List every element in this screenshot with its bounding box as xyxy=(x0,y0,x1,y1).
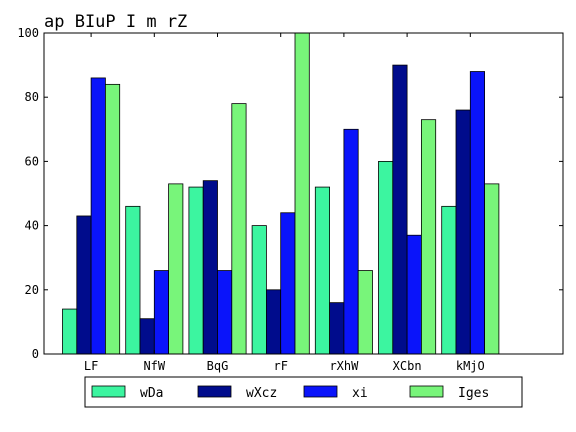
bar-wXcz-rF xyxy=(265,289,282,355)
bar-Iges-LF xyxy=(105,83,121,355)
legend-swatch-wDa xyxy=(91,385,126,398)
bar-Iges-NfW xyxy=(168,183,184,355)
y-tick-label: 0 xyxy=(32,347,39,361)
legend-label-wDa: wDa xyxy=(140,386,163,401)
x-tick-label: XCbn xyxy=(393,359,422,373)
bar-wDa-LF xyxy=(62,308,78,355)
y-tick-label: 60 xyxy=(25,154,39,168)
bar-wDa-BqG xyxy=(188,186,204,355)
y-tick-label: 40 xyxy=(25,219,39,233)
bar-xi-rXhW xyxy=(343,128,359,355)
bar-wXcz-rXhW xyxy=(329,302,345,355)
legend-label-xi: xi xyxy=(352,386,368,401)
y-tick-label: 100 xyxy=(17,26,39,40)
y-tick-label: 80 xyxy=(25,90,39,104)
bar-Iges-rF xyxy=(294,32,310,355)
bar-wXcz-XCbn xyxy=(392,64,408,355)
bar-wXcz-BqG xyxy=(202,180,218,355)
plot-frame xyxy=(43,32,564,355)
bar-Iges-BqG xyxy=(231,103,247,355)
legend-box xyxy=(84,376,523,408)
bars-layer xyxy=(62,32,500,355)
x-tick-label: rF xyxy=(273,359,287,373)
legend-swatch-xi xyxy=(303,385,338,398)
y-axis: 0 20 40 60 80 100 xyxy=(17,26,563,361)
bar-wDa-rXhW xyxy=(314,186,330,355)
bar-Iges-XCbn xyxy=(420,119,437,355)
x-tick-label: kMjO xyxy=(456,359,485,373)
bar-wXcz-LF xyxy=(76,215,92,355)
legend-label-Iges: Iges xyxy=(458,386,489,401)
bar-xi-LF xyxy=(90,77,106,355)
legend: wDa wXcz xi Iges xyxy=(84,376,523,408)
x-axis: LF NfW BqG rF rXhW XCbn kMjO xyxy=(84,33,485,373)
bar-wDa-NfW xyxy=(125,205,141,355)
bar-wXcz-kMjO xyxy=(455,109,471,355)
x-tick-label: LF xyxy=(84,359,98,373)
x-tick-label: BqG xyxy=(207,359,229,373)
bar-xi-NfW xyxy=(153,270,170,355)
bar-wDa-XCbn xyxy=(378,160,394,355)
bar-wXcz-NfW xyxy=(139,318,155,355)
bar-xi-rF xyxy=(280,212,296,355)
bar-xi-XCbn xyxy=(406,234,422,355)
legend-swatch-Iges xyxy=(409,385,444,398)
x-tick-label: NfW xyxy=(143,359,165,373)
bar-wDa-kMjO xyxy=(441,205,457,355)
chart-title: ap BIuP I m rZ xyxy=(44,12,187,32)
y-tick-label: 20 xyxy=(25,283,39,297)
bar-xi-kMjO xyxy=(469,71,485,355)
legend-swatch-wXcz xyxy=(197,385,232,398)
bar-xi-BqG xyxy=(217,270,233,355)
bar-Iges-rXhW xyxy=(357,270,373,355)
bar-wDa-rF xyxy=(251,225,267,355)
bar-Iges-kMjO xyxy=(484,183,500,355)
x-tick-label: rXhW xyxy=(329,359,359,373)
legend-label-wXcz: wXcz xyxy=(246,386,277,401)
